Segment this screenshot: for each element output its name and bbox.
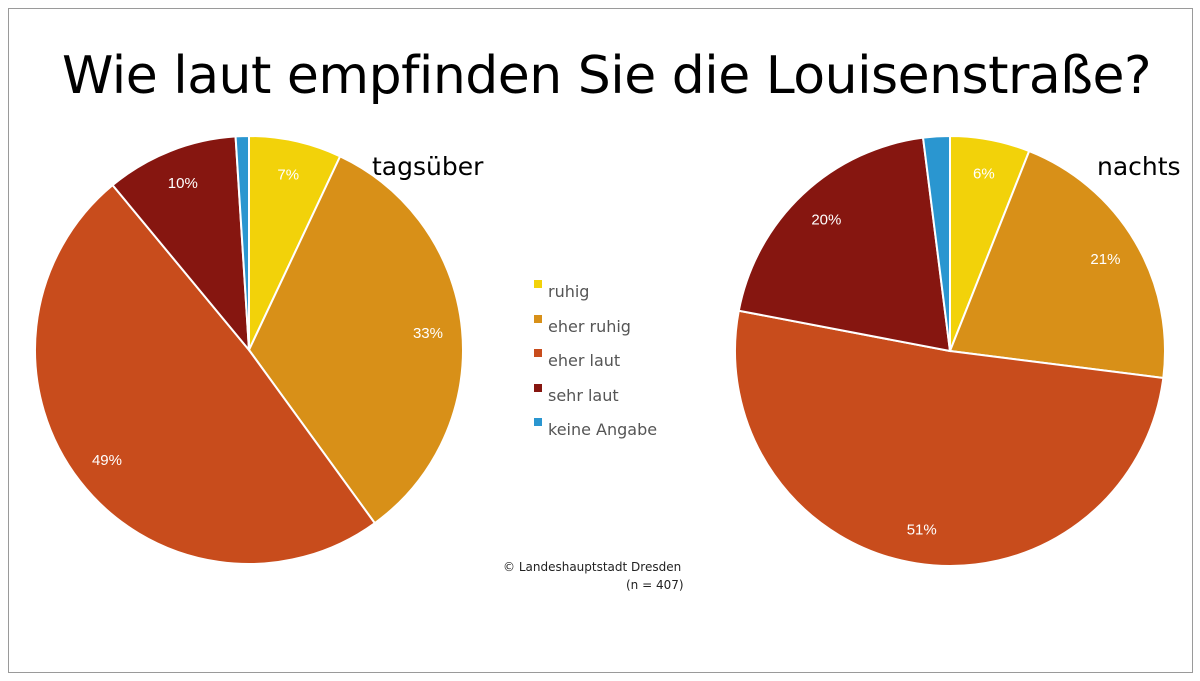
legend-label: sehr laut — [548, 385, 619, 405]
pie-slice-eher-laut — [34, 183, 377, 565]
data-label: 33% — [413, 325, 443, 342]
copyright-note: © Landeshauptstadt Dresden — [503, 560, 682, 574]
data-label: 49% — [92, 452, 122, 469]
pie-slice-eher-ruhig — [948, 149, 1166, 380]
data-label: 6% — [973, 166, 995, 183]
data-label: 10% — [168, 175, 198, 192]
legend-label: eher laut — [548, 351, 621, 370]
pie-slice-sehr-laut — [737, 136, 952, 353]
data-label: 7% — [277, 167, 299, 184]
legend-swatch — [534, 383, 542, 392]
chart-title: Wie laut empfinden Sie die Louisenstraße… — [62, 46, 1152, 106]
legend-item: ruhig — [534, 278, 657, 313]
pie-slice-eher-ruhig — [247, 155, 464, 525]
legend-item: sehr laut — [534, 382, 657, 417]
legend-label: ruhig — [548, 282, 590, 301]
pie-slice-keine-angabe — [921, 134, 951, 352]
legend: ruhig eher ruhig eher laut sehr laut kei… — [534, 278, 657, 451]
data-label: 51% — [907, 521, 937, 538]
legend-label: keine Angabe — [548, 420, 658, 439]
legend-swatch — [534, 349, 542, 357]
slide-frame — [8, 8, 1193, 673]
sample-size: (n = 407) — [626, 578, 684, 592]
pie-slice-eher-laut — [734, 309, 1165, 568]
pie-slice-sehr-laut — [111, 135, 251, 354]
pie-slice-keine-angabe — [234, 134, 250, 351]
legend-label: eher ruhig — [548, 316, 631, 336]
pie-title-day: tagsüber — [372, 152, 484, 181]
legend-item: keine Angabe — [534, 416, 657, 451]
pie-title-night: nachts — [1097, 152, 1181, 181]
data-label: 21% — [1090, 251, 1120, 268]
data-label: 20% — [811, 211, 841, 228]
legend-swatch — [534, 314, 542, 323]
legend-swatch — [534, 418, 542, 426]
legend-item: eher laut — [534, 347, 657, 382]
legend-item: eher ruhig — [534, 313, 657, 348]
legend-swatch — [534, 280, 542, 288]
